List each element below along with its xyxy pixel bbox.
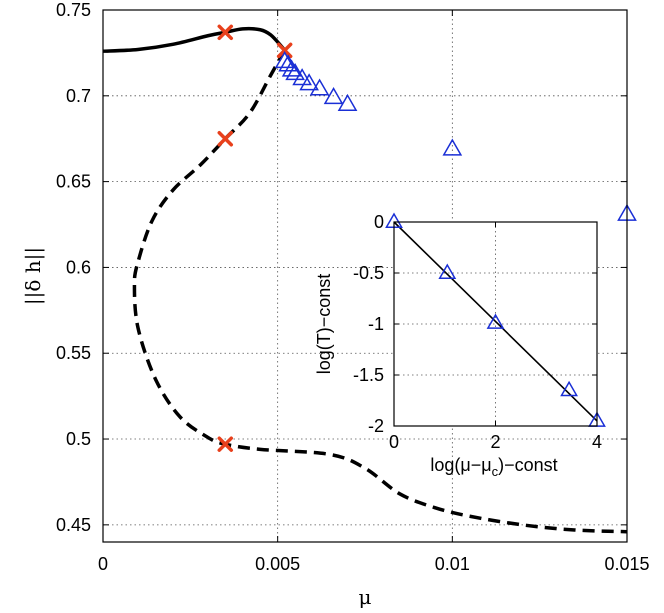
- main-x-marker: [217, 436, 234, 452]
- main-xlabel: μ: [359, 585, 372, 609]
- inset-xlabel-tail: )−const: [498, 455, 558, 475]
- main-x-marker-stroke: [217, 130, 234, 147]
- inset-ylabel: log(T)−const: [314, 274, 334, 375]
- main-plot-frame: [102, 9, 628, 543]
- main-x-marker: [217, 130, 234, 147]
- inset-ytick-labels: 0 -0.5 -1 -1.5 -2: [353, 212, 384, 436]
- main-triangle-marker: [442, 138, 463, 156]
- main-triangle-marker: [281, 59, 302, 77]
- main-ytick-label: 0.55: [56, 343, 91, 363]
- main-ytick-label: 0.65: [56, 172, 91, 192]
- inset-xlabel: log(μ−μc)−const: [430, 455, 557, 479]
- inset-triangle-marker: [560, 380, 578, 397]
- main-triangle-marker: [309, 78, 330, 96]
- main-x-marker: [276, 42, 293, 59]
- main-series-unstable-branch: [132, 49, 628, 534]
- main-triangle-marker: [299, 73, 319, 91]
- main-xtick-label: 0.005: [255, 554, 300, 574]
- main-ytick-label: 0.5: [66, 429, 91, 449]
- main-series-stable-branch: [102, 26, 287, 53]
- inset-series-fit: [393, 221, 598, 422]
- main-xtick-label: 0.01: [435, 554, 470, 574]
- main-x-marker-stroke: [217, 436, 234, 452]
- inset-xlabel-main: log(μ−μ: [430, 455, 491, 475]
- inset-ytick-label: 0: [374, 212, 384, 232]
- main-triangle-marker: [274, 50, 295, 69]
- inset-ytick-label: -0.5: [353, 263, 384, 283]
- main-ytick-label: 0.75: [56, 0, 91, 20]
- main-x-marker-stroke: [217, 24, 234, 41]
- main-xtick-label: 0: [98, 554, 108, 574]
- inset-xtick-label: 0: [389, 432, 399, 452]
- main-ytick-labels: 0.45 0.5 0.55 0.6 0.65 0.7 0.75: [56, 0, 91, 535]
- inset-ticks: [393, 221, 598, 427]
- main-triangle-marker: [337, 93, 358, 111]
- inset-plot: 0 2 4 0 -0.5 -1 -1.5 -2 log(μ−μc)−const log(T)…: [314, 212, 606, 479]
- main-ylabel: ||δ h||: [21, 247, 46, 305]
- inset-ytick-label: -1.5: [353, 365, 384, 385]
- inset-ytick-label: -1: [368, 314, 384, 334]
- main-ytick-label: 0.45: [56, 515, 91, 535]
- inset-xtick-labels: 0 2 4: [389, 432, 602, 452]
- main-triangle-marker: [292, 68, 312, 86]
- inset-triangle-marker: [486, 313, 505, 329]
- main-series: [102, 24, 637, 534]
- main-triangle-marker: [285, 62, 305, 81]
- main-ticks: [102, 9, 628, 542]
- inset-triangle-marker: [438, 263, 457, 279]
- main-x-marker-stroke: [276, 42, 293, 59]
- main-xtick-labels: 0 0.005 0.01 0.015: [98, 554, 650, 574]
- inset-xlabel-subscript: c: [492, 464, 499, 479]
- inset-ytick-label: -2: [368, 416, 384, 436]
- inset-xtick-label: 2: [490, 432, 500, 452]
- main-ytick-label: 0.7: [66, 86, 91, 106]
- main-x-marker: [217, 24, 234, 41]
- inset-xtick-label: 4: [592, 432, 602, 452]
- main-triangle-marker: [323, 87, 344, 105]
- main-xtick-label: 0.015: [604, 554, 649, 574]
- main-ytick-label: 0.6: [66, 257, 91, 277]
